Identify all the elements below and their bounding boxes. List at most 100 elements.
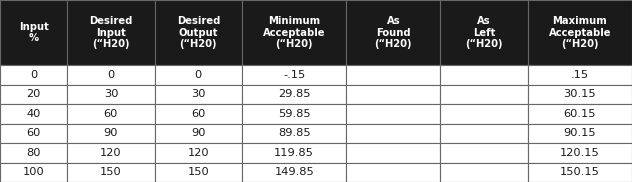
Bar <box>67 163 155 182</box>
Text: 29.85: 29.85 <box>278 89 310 99</box>
Bar <box>0 104 67 124</box>
Bar <box>67 163 155 182</box>
Text: 0: 0 <box>195 70 202 80</box>
Bar <box>155 84 242 104</box>
Text: 60: 60 <box>27 128 41 138</box>
Bar <box>346 143 441 163</box>
Text: 30.15: 30.15 <box>564 89 596 99</box>
Text: 40: 40 <box>27 109 41 119</box>
Bar <box>528 84 632 104</box>
Text: As
Left
(“H20): As Left (“H20) <box>465 16 503 49</box>
Text: Maximum
Acceptable
(“H20): Maximum Acceptable (“H20) <box>549 16 611 49</box>
Bar <box>441 124 528 143</box>
Bar <box>346 65 441 84</box>
Bar <box>528 124 632 143</box>
Bar <box>242 0 346 65</box>
Bar <box>242 143 346 163</box>
Bar <box>346 0 441 65</box>
Text: 100: 100 <box>23 167 44 177</box>
Bar <box>346 143 441 163</box>
Text: 60: 60 <box>104 109 118 119</box>
Bar <box>528 65 632 84</box>
Bar <box>67 0 155 65</box>
Bar <box>441 0 528 65</box>
Bar <box>0 163 67 182</box>
Bar <box>528 0 632 65</box>
Bar <box>346 84 441 104</box>
Text: Minimum
Acceptable
(“H20): Minimum Acceptable (“H20) <box>263 16 325 49</box>
Bar <box>441 65 528 84</box>
Text: 90: 90 <box>104 128 118 138</box>
Bar <box>528 104 632 124</box>
Bar <box>0 84 67 104</box>
Bar <box>67 84 155 104</box>
Text: 0: 0 <box>30 70 37 80</box>
Bar <box>242 124 346 143</box>
Bar <box>441 65 528 84</box>
Bar <box>67 124 155 143</box>
Bar <box>441 104 528 124</box>
Text: 150.15: 150.15 <box>560 167 600 177</box>
Bar <box>441 84 528 104</box>
Bar <box>67 104 155 124</box>
Bar <box>155 124 242 143</box>
Bar <box>528 143 632 163</box>
Bar <box>528 104 632 124</box>
Bar <box>155 124 242 143</box>
Bar <box>0 163 67 182</box>
Bar <box>441 163 528 182</box>
Text: As
Found
(“H20): As Found (“H20) <box>375 16 412 49</box>
Text: Input
%: Input % <box>19 22 49 43</box>
Bar <box>242 163 346 182</box>
Bar <box>0 143 67 163</box>
Bar <box>67 0 155 65</box>
Bar <box>441 104 528 124</box>
Bar <box>346 124 441 143</box>
Text: 119.85: 119.85 <box>274 148 314 158</box>
Bar <box>242 163 346 182</box>
Bar <box>528 143 632 163</box>
Bar <box>155 163 242 182</box>
Bar <box>528 163 632 182</box>
Bar <box>0 65 67 84</box>
Bar <box>0 124 67 143</box>
Bar <box>242 84 346 104</box>
Bar <box>0 0 67 65</box>
Text: 59.85: 59.85 <box>278 109 310 119</box>
Bar <box>441 163 528 182</box>
Text: 149.85: 149.85 <box>274 167 314 177</box>
Bar <box>0 124 67 143</box>
Text: 30: 30 <box>191 89 205 99</box>
Bar <box>346 163 441 182</box>
Bar <box>155 0 242 65</box>
Text: -.15: -.15 <box>283 70 305 80</box>
Bar <box>242 0 346 65</box>
Text: Desired
Output
(“H20): Desired Output (“H20) <box>177 16 220 49</box>
Text: 120.15: 120.15 <box>560 148 600 158</box>
Bar <box>242 143 346 163</box>
Text: 80: 80 <box>27 148 41 158</box>
Bar <box>155 65 242 84</box>
Bar <box>528 163 632 182</box>
Bar <box>0 143 67 163</box>
Bar <box>441 143 528 163</box>
Bar <box>67 65 155 84</box>
Bar <box>67 65 155 84</box>
Text: 30: 30 <box>104 89 118 99</box>
Bar <box>67 143 155 163</box>
Bar <box>155 65 242 84</box>
Bar <box>155 104 242 124</box>
Bar <box>67 143 155 163</box>
Bar <box>155 163 242 182</box>
Bar <box>441 84 528 104</box>
Bar <box>528 65 632 84</box>
Text: 60.15: 60.15 <box>564 109 596 119</box>
Bar <box>242 104 346 124</box>
Bar <box>0 104 67 124</box>
Text: Desired
Input
(“H20): Desired Input (“H20) <box>89 16 133 49</box>
Bar <box>0 65 67 84</box>
Bar <box>242 65 346 84</box>
Text: 60: 60 <box>191 109 205 119</box>
Bar <box>0 84 67 104</box>
Text: 120: 120 <box>100 148 122 158</box>
